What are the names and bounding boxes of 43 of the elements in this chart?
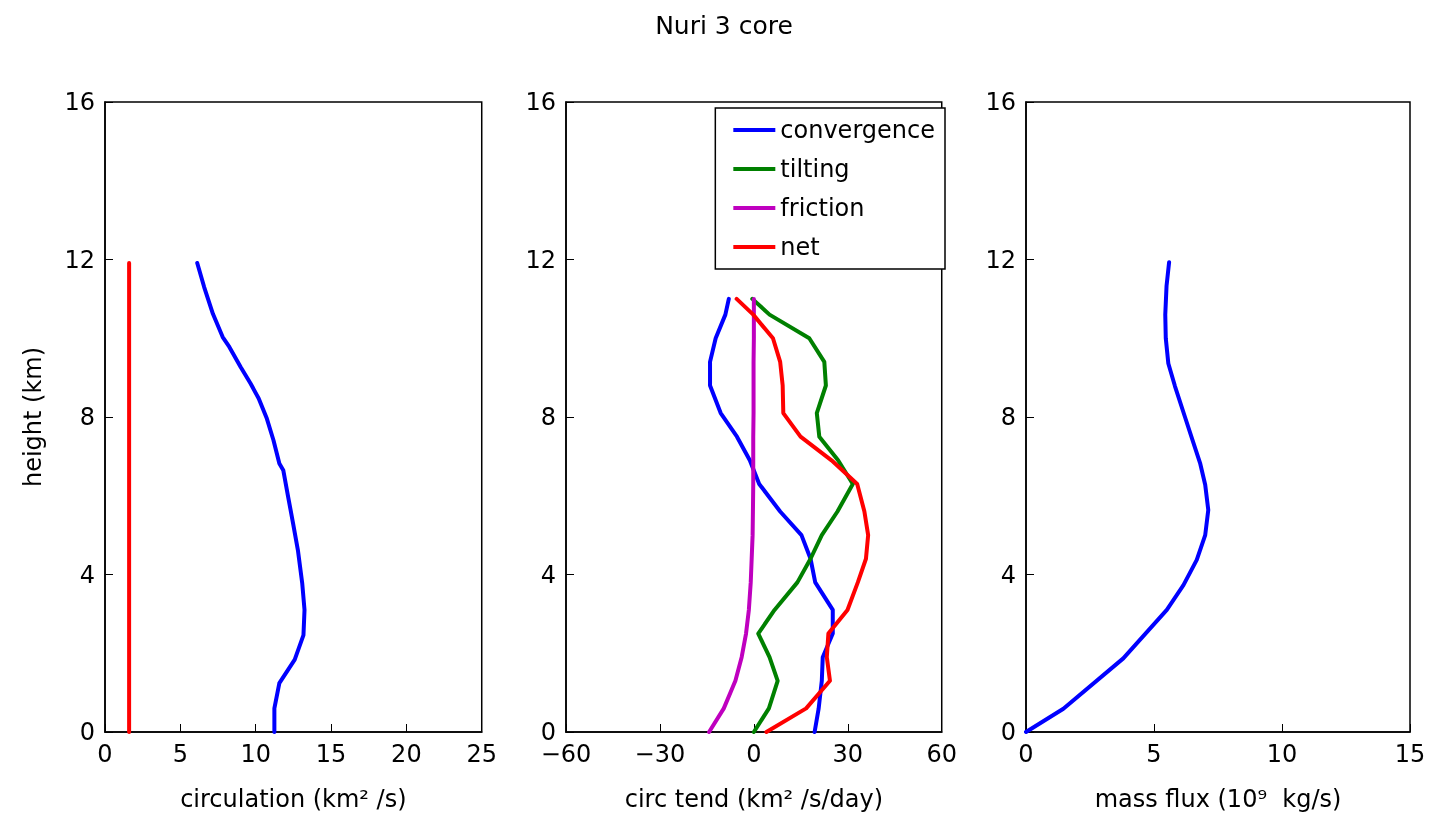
x-tick-label: 15 [1394, 740, 1426, 768]
x-tick-label: 5 [172, 740, 188, 768]
x-tick-label: 0 [746, 740, 762, 768]
x-axis-title: circulation (km² /s) [180, 785, 407, 813]
x-tick-label: 60 [926, 740, 957, 768]
x-axis-title: mass flux (10⁹ kg/s) [1094, 785, 1342, 813]
y-tick-label: 8 [540, 403, 556, 431]
x-tick-label: −30 [634, 740, 686, 768]
y-tick-label: 12 [64, 245, 95, 274]
y-tick-label: 8 [79, 403, 95, 431]
y-tick-label: 12 [525, 245, 556, 274]
x-tick-label: 30 [832, 740, 864, 768]
x-tick-label: 15 [315, 740, 347, 768]
x-tick-label: 25 [466, 740, 497, 768]
line-series [750, 296, 855, 734]
y-tick-label: 4 [1000, 560, 1016, 589]
chart-title: Nuri 3 core [655, 11, 793, 40]
y-tick-label: 4 [540, 560, 556, 589]
y-tick-label: 16 [985, 88, 1016, 116]
line-series [195, 261, 307, 734]
line-series [708, 296, 835, 734]
y-tick-label: 12 [985, 245, 1016, 274]
y-tick-label: 16 [525, 88, 556, 116]
x-tick-label: 10 [240, 740, 271, 768]
y-tick-label: 4 [79, 560, 95, 589]
x-tick-label: 0 [97, 740, 113, 768]
y-axis-title: height (km) [19, 346, 47, 488]
line-series [707, 296, 756, 734]
legend-label: convergence [780, 116, 936, 144]
x-tick-label: 20 [391, 740, 422, 768]
line-series [734, 296, 871, 734]
legend-label: friction [780, 194, 865, 222]
legend-label: tilting [780, 155, 850, 183]
line-series [1024, 260, 1211, 734]
y-tick-label: 16 [64, 88, 95, 116]
x-tick-label: 10 [1266, 740, 1298, 768]
x-axis-title: circ tend (km² /s/day) [624, 785, 884, 813]
y-tick-label: 0 [79, 718, 95, 746]
x-tick-label: 5 [1146, 740, 1162, 768]
legend-label: net [780, 233, 820, 261]
x-tick-label: 0 [1018, 740, 1034, 768]
y-tick-label: 0 [1000, 718, 1016, 746]
y-tick-label: 8 [1000, 403, 1016, 431]
